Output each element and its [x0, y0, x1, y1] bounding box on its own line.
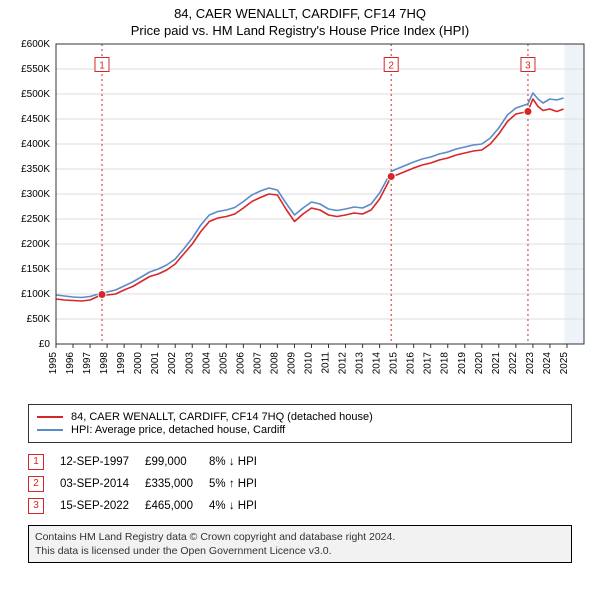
svg-text:1999: 1999: [116, 352, 127, 375]
svg-text:2008: 2008: [269, 352, 280, 375]
svg-text:2000: 2000: [133, 352, 144, 375]
svg-text:£0: £0: [39, 339, 51, 350]
svg-text:£150K: £150K: [21, 264, 50, 275]
legend-swatch: [37, 429, 63, 431]
svg-text:2021: 2021: [491, 352, 502, 375]
svg-text:2015: 2015: [389, 352, 400, 375]
annotation-row: 3 15-SEP-2022£465,0004% ↓ HPI: [28, 495, 273, 517]
annotation-price: £99,000: [145, 451, 209, 473]
svg-text:£200K: £200K: [21, 239, 50, 250]
annotation-number-box: 2: [28, 476, 44, 492]
legend-label: 84, CAER WENALLT, CARDIFF, CF14 7HQ (det…: [71, 411, 373, 423]
svg-text:2011: 2011: [321, 352, 332, 374]
chart-titles: 84, CAER WENALLT, CARDIFF, CF14 7HQ Pric…: [0, 0, 600, 38]
legend: 84, CAER WENALLT, CARDIFF, CF14 7HQ (det…: [28, 404, 572, 443]
svg-text:2010: 2010: [303, 352, 314, 375]
svg-text:£350K: £350K: [21, 164, 50, 175]
footnote: Contains HM Land Registry data © Crown c…: [28, 525, 572, 563]
chart-title-address: 84, CAER WENALLT, CARDIFF, CF14 7HQ: [0, 6, 600, 21]
svg-text:2006: 2006: [235, 352, 246, 375]
svg-text:2025: 2025: [559, 352, 570, 375]
svg-text:2018: 2018: [440, 352, 451, 375]
svg-text:2022: 2022: [508, 352, 519, 375]
svg-text:£400K: £400K: [21, 139, 50, 150]
svg-text:1995: 1995: [48, 352, 59, 375]
legend-item: 84, CAER WENALLT, CARDIFF, CF14 7HQ (det…: [37, 411, 563, 423]
svg-text:2017: 2017: [423, 352, 434, 375]
annotation-table: 1 12-SEP-1997£99,0008% ↓ HPI 2 03-SEP-2014£…: [28, 451, 572, 517]
chart-container: 84, CAER WENALLT, CARDIFF, CF14 7HQ Pric…: [0, 0, 600, 563]
svg-text:2003: 2003: [184, 352, 195, 375]
chart-plot: £0 £50K £100K £150K £200K £250K £300K £350K £400…: [0, 38, 600, 398]
svg-text:1998: 1998: [99, 352, 110, 375]
svg-text:£450K: £450K: [21, 114, 50, 125]
svg-text:2024: 2024: [542, 352, 553, 375]
annotation-delta: 5% ↑ HPI: [209, 473, 273, 495]
chart-svg: £0 £50K £100K £150K £200K £250K £300K £350K £400…: [0, 38, 600, 398]
svg-text:1: 1: [99, 61, 105, 72]
svg-text:£300K: £300K: [21, 189, 50, 200]
legend-label: HPI: Average price, detached house, Card…: [71, 424, 285, 436]
annotation-date: 03-SEP-2014: [60, 473, 145, 495]
annotation-number-box: 1: [28, 454, 44, 470]
annotation-row: 1 12-SEP-1997£99,0008% ↓ HPI: [28, 451, 273, 473]
svg-text:1996: 1996: [65, 352, 76, 375]
svg-text:2: 2: [388, 61, 394, 72]
annotation-number-box: 3: [28, 498, 44, 514]
annotation-row: 2 03-SEP-2014£335,0005% ↑ HPI: [28, 473, 273, 495]
svg-text:£50K: £50K: [27, 314, 51, 325]
svg-text:2013: 2013: [355, 352, 366, 375]
svg-text:2005: 2005: [218, 352, 229, 375]
svg-text:2020: 2020: [474, 352, 485, 375]
svg-text:2014: 2014: [372, 352, 383, 375]
annotation-price: £335,000: [145, 473, 209, 495]
legend-item: HPI: Average price, detached house, Card…: [37, 424, 563, 436]
svg-text:3: 3: [525, 61, 531, 72]
svg-text:2016: 2016: [406, 352, 417, 375]
svg-text:1997: 1997: [82, 352, 93, 375]
svg-text:2019: 2019: [457, 352, 468, 375]
chart-title-sub: Price paid vs. HM Land Registry's House …: [0, 23, 600, 38]
annotation-date: 12-SEP-1997: [60, 451, 145, 473]
svg-text:£550K: £550K: [21, 64, 50, 75]
svg-text:2023: 2023: [525, 352, 536, 375]
annotation-delta: 4% ↓ HPI: [209, 495, 273, 517]
svg-text:2001: 2001: [150, 352, 161, 375]
svg-text:2004: 2004: [201, 352, 212, 375]
svg-text:2012: 2012: [338, 352, 349, 375]
footnote-line: Contains HM Land Registry data © Crown c…: [35, 530, 565, 544]
annotation-price: £465,000: [145, 495, 209, 517]
annotation-delta: 8% ↓ HPI: [209, 451, 273, 473]
svg-text:£600K: £600K: [21, 39, 50, 50]
svg-text:£100K: £100K: [21, 289, 50, 300]
legend-swatch: [37, 416, 63, 418]
annotation-date: 15-SEP-2022: [60, 495, 145, 517]
svg-text:2002: 2002: [167, 352, 178, 375]
svg-text:2007: 2007: [252, 352, 263, 375]
svg-text:2009: 2009: [286, 352, 297, 375]
svg-text:£250K: £250K: [21, 214, 50, 225]
svg-text:£500K: £500K: [21, 89, 50, 100]
footnote-line: This data is licensed under the Open Gov…: [35, 544, 565, 558]
